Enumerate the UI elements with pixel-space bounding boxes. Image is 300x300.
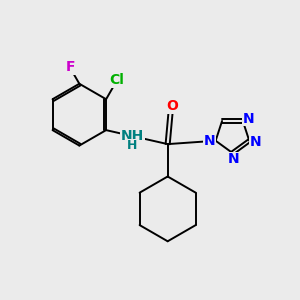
Text: Cl: Cl [109,73,124,87]
Text: NH: NH [121,129,144,142]
Text: O: O [166,99,178,113]
Text: N: N [243,112,254,126]
Text: N: N [203,134,215,148]
Text: N: N [250,135,262,149]
Text: F: F [66,60,75,74]
Text: N: N [228,152,240,167]
Text: H: H [127,140,138,152]
